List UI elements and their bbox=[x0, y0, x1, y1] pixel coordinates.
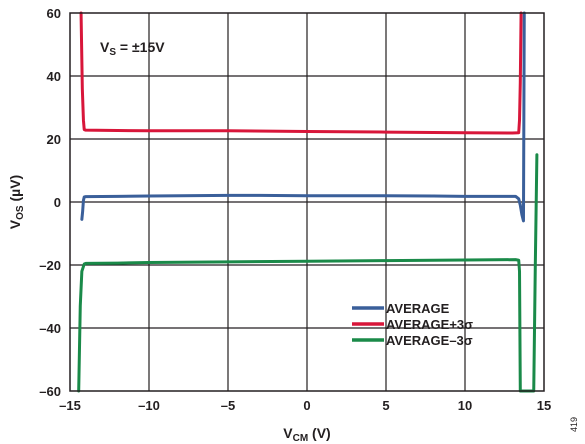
x-tick-labels: –15 –10 –5 0 5 10 15 bbox=[59, 398, 551, 413]
x-tick-label: 15 bbox=[537, 398, 551, 413]
y-tick-label: 0 bbox=[54, 195, 61, 210]
x-tick-label: 10 bbox=[458, 398, 472, 413]
x-tick-label: –10 bbox=[138, 398, 160, 413]
legend-label: AVERAGE+3σ bbox=[386, 317, 473, 332]
x-tick-label: –15 bbox=[59, 398, 81, 413]
x-tick-label: 5 bbox=[382, 398, 389, 413]
y-axis-title: VOS (µV) bbox=[7, 175, 26, 229]
series-line bbox=[79, 11, 523, 135]
supply-annotation: VS = ±15V bbox=[100, 39, 165, 58]
legend-label: AVERAGE bbox=[386, 301, 450, 316]
x-axis-title: VCM (V) bbox=[283, 425, 330, 444]
y-tick-label: 20 bbox=[47, 132, 61, 147]
y-tick-label: –60 bbox=[39, 384, 61, 399]
y-tick-label: 60 bbox=[47, 6, 61, 21]
y-tick-labels: –60 –40 –20 0 20 40 60 bbox=[39, 6, 61, 399]
y-tick-label: –20 bbox=[39, 258, 61, 273]
x-tick-label: 0 bbox=[303, 398, 310, 413]
series-line bbox=[80, 11, 526, 223]
x-tick-label: –5 bbox=[221, 398, 235, 413]
figure-id: 419 bbox=[569, 417, 579, 432]
grid-lines bbox=[70, 13, 544, 391]
plot-frame bbox=[69, 12, 545, 392]
y-tick-label: –40 bbox=[39, 321, 61, 336]
legend-label: AVERAGE–3σ bbox=[386, 333, 473, 348]
y-tick-label: 40 bbox=[47, 69, 61, 84]
